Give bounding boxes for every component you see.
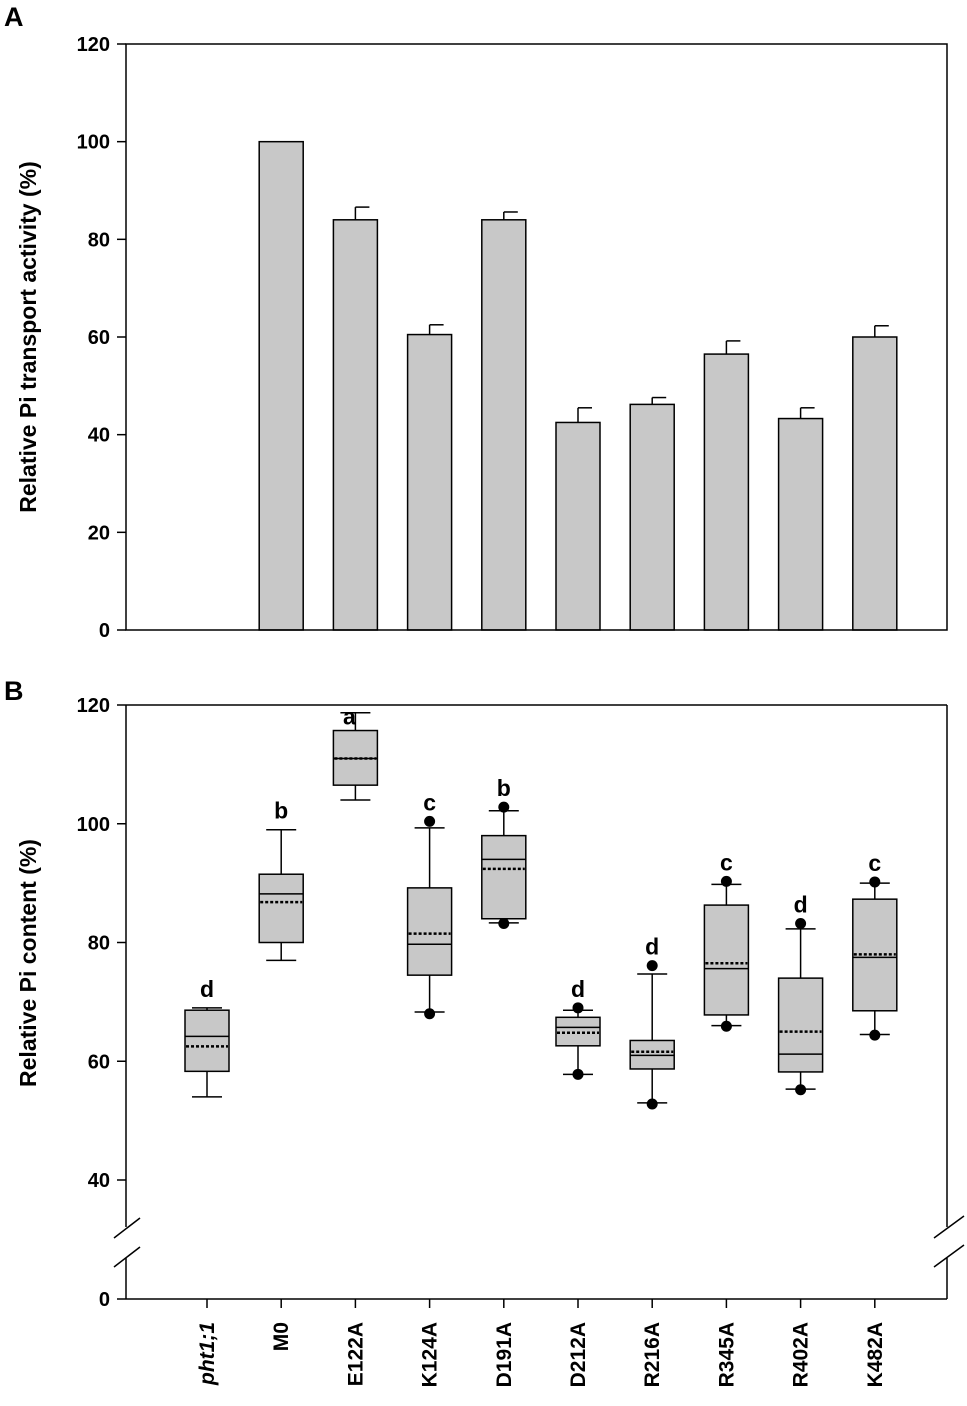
bar-k124a bbox=[406, 333, 453, 631]
error-bar-d212a bbox=[577, 407, 592, 423]
box-d191a bbox=[481, 801, 527, 929]
bar-r216a bbox=[629, 403, 675, 631]
bar-r345a bbox=[703, 353, 750, 631]
significance-letter-m0: b bbox=[274, 798, 288, 824]
b-y-tick-label: 60 bbox=[88, 1051, 110, 1073]
b-y-tick-label: 40 bbox=[88, 1170, 110, 1192]
box-r216a bbox=[629, 960, 675, 1110]
outlier-point bbox=[572, 1002, 584, 1014]
panel-b: B Relative Pi content (%) 0406080100120 … bbox=[4, 676, 965, 1387]
bar-d191a bbox=[481, 219, 527, 631]
outlier-point bbox=[795, 918, 807, 929]
a-y-tick-label: 40 bbox=[88, 425, 110, 447]
b-y-tick-label: 120 bbox=[77, 695, 110, 717]
box-e122a bbox=[332, 711, 379, 801]
outlier-point bbox=[498, 918, 510, 929]
box-body bbox=[481, 834, 527, 920]
b-y-tick-label: 0 bbox=[99, 1289, 110, 1311]
outlier-point bbox=[424, 1008, 436, 1020]
significance-letter-r402a: d bbox=[794, 892, 808, 918]
a-y-tick-label: 80 bbox=[88, 229, 110, 251]
a-y-tick-label: 120 bbox=[77, 34, 110, 56]
b-y-tick-label: 100 bbox=[77, 814, 110, 836]
outlier-point bbox=[869, 1029, 881, 1041]
box-body bbox=[184, 1009, 230, 1073]
bar-d212a bbox=[555, 421, 601, 631]
box-body bbox=[258, 873, 304, 944]
bar-k482a bbox=[852, 336, 898, 631]
error-bar-k124a bbox=[428, 324, 444, 335]
x-tick-label-r402a: R402A bbox=[790, 1322, 813, 1387]
significance-letter-d212a: d bbox=[571, 976, 585, 1002]
axis-break-right bbox=[933, 1215, 965, 1268]
significance-letter-k482a: c bbox=[868, 850, 881, 876]
bar-m0 bbox=[258, 140, 304, 631]
box-m0 bbox=[258, 828, 304, 962]
bar-e122a bbox=[332, 219, 379, 631]
b-y-tick-label: 80 bbox=[88, 933, 110, 955]
a-y-tick-label: 100 bbox=[77, 132, 110, 154]
a-y-tick-label: 0 bbox=[99, 620, 110, 642]
box-k482a bbox=[852, 876, 898, 1041]
significance-letter-pht1-1: d bbox=[200, 976, 214, 1002]
panel-a-plot-frame bbox=[125, 43, 948, 631]
box-body bbox=[703, 904, 750, 1016]
x-tick-label-e122a: E122A bbox=[344, 1322, 367, 1386]
x-tick-label-pht1-1: pht1;1 bbox=[196, 1322, 219, 1386]
outlier-point bbox=[720, 1020, 732, 1032]
outlier-point bbox=[720, 875, 732, 887]
outlier-point bbox=[646, 960, 658, 972]
error-bar-d191a bbox=[503, 211, 518, 220]
significance-letter-k124a: c bbox=[423, 789, 436, 815]
axis-break-left bbox=[113, 1217, 141, 1268]
significance-letter-r216a: d bbox=[645, 934, 659, 960]
x-tick-label-r345a: R345A bbox=[715, 1322, 738, 1387]
x-tick-label-d212a: D212A bbox=[567, 1322, 590, 1387]
significance-letter-e122a: a bbox=[343, 704, 356, 730]
x-tick-label-k124a: K124A bbox=[419, 1322, 442, 1387]
box-d212a bbox=[555, 1002, 601, 1080]
significance-letter-d191a: b bbox=[497, 775, 511, 801]
outlier-point bbox=[869, 876, 881, 888]
x-tick-label-k482a: K482A bbox=[864, 1322, 887, 1387]
panel-a: A Relative Pi transport activity (%) 0 20… bbox=[4, 2, 948, 642]
bar-r402a bbox=[777, 417, 824, 631]
outlier-point bbox=[646, 1098, 658, 1110]
panel-b-plot-frame bbox=[125, 704, 948, 1300]
x-tick-label-m0: M0 bbox=[270, 1322, 293, 1351]
significance-letter-r345a: c bbox=[720, 849, 733, 875]
panel-b-y-axis-label: Relative Pi content (%) bbox=[15, 839, 41, 1087]
box-body bbox=[406, 887, 453, 976]
panel-b-label: B bbox=[4, 676, 24, 706]
outlier-point bbox=[498, 801, 510, 813]
a-y-tick-label: 60 bbox=[88, 327, 110, 349]
error-bar-r345a bbox=[725, 340, 741, 355]
box-body bbox=[777, 977, 824, 1073]
outlier-point bbox=[795, 1084, 807, 1096]
box-k124a bbox=[406, 815, 453, 1020]
error-bar-e122a bbox=[354, 206, 370, 220]
panel-a-label: A bbox=[4, 2, 24, 32]
box-pht1-1 bbox=[184, 1007, 230, 1098]
error-bar-k482a bbox=[874, 325, 889, 337]
box-r402a bbox=[777, 918, 824, 1096]
error-bar-r216a bbox=[651, 396, 667, 405]
outlier-point bbox=[572, 1068, 584, 1080]
panel-a-y-axis-label: Relative Pi transport activity (%) bbox=[15, 161, 41, 513]
a-y-tick-label: 20 bbox=[88, 522, 110, 544]
outlier-point bbox=[424, 815, 436, 827]
box-r345a bbox=[703, 875, 750, 1032]
x-tick-label-d191a: D191A bbox=[493, 1322, 516, 1387]
x-tick-label-r216a: R216A bbox=[641, 1322, 664, 1387]
error-bar-r402a bbox=[799, 407, 815, 419]
